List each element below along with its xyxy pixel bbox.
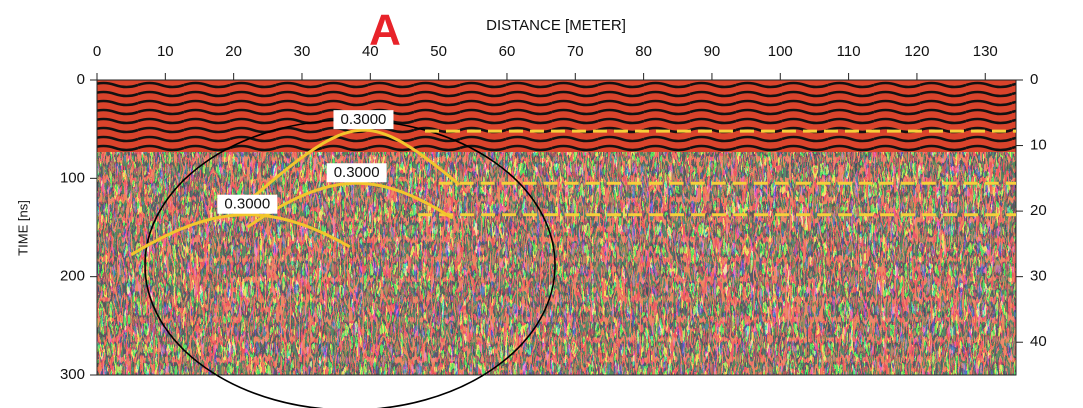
x-tick-label: 0 — [93, 43, 101, 60]
label-box — [326, 163, 387, 183]
x-tick-label: 20 — [225, 43, 242, 60]
hyperbola — [232, 128, 461, 216]
hyperbola — [246, 181, 454, 229]
velocity-label: 0.3000 — [334, 164, 380, 181]
y-tick-label: 200 — [60, 268, 85, 285]
x-tick-label: 50 — [430, 43, 447, 60]
x-tick-label: 100 — [768, 43, 793, 60]
velocity-label: 0.3000 — [224, 196, 270, 213]
x-tick-label: 10 — [157, 43, 174, 60]
label-box — [217, 194, 278, 214]
y2-tick-label: 10 — [1030, 137, 1047, 154]
y2-tick-label: 20 — [1030, 202, 1047, 219]
x-axis-title: DISTANCE [METER] — [486, 17, 626, 34]
label-box — [333, 110, 394, 130]
y-tick-label: 100 — [60, 169, 85, 186]
x-tick-label: 90 — [704, 43, 721, 60]
velocity-label: 0.3000 — [341, 111, 387, 128]
hyperbola — [130, 213, 351, 257]
x-tick-label: 110 — [837, 43, 861, 60]
x-tick-label: 40 — [362, 43, 379, 60]
y-tick-label: 300 — [60, 366, 85, 383]
y2-tick-label: 40 — [1030, 333, 1047, 350]
y2-tick-label: 0 — [1030, 71, 1038, 88]
annotation: A — [369, 6, 401, 55]
y2-tick-label: 30 — [1030, 268, 1047, 285]
y-axis-title: TIME [ns] — [15, 200, 30, 256]
x-tick-label: 120 — [904, 43, 929, 60]
radargram-image — [96, 79, 1017, 376]
x-tick-label: 30 — [294, 43, 311, 60]
x-tick-label: 60 — [499, 43, 516, 60]
x-tick-label: 70 — [567, 43, 584, 60]
y-tick-label: 0 — [77, 71, 85, 88]
x-tick-label: 80 — [635, 43, 652, 60]
x-tick-label: 130 — [973, 43, 998, 60]
